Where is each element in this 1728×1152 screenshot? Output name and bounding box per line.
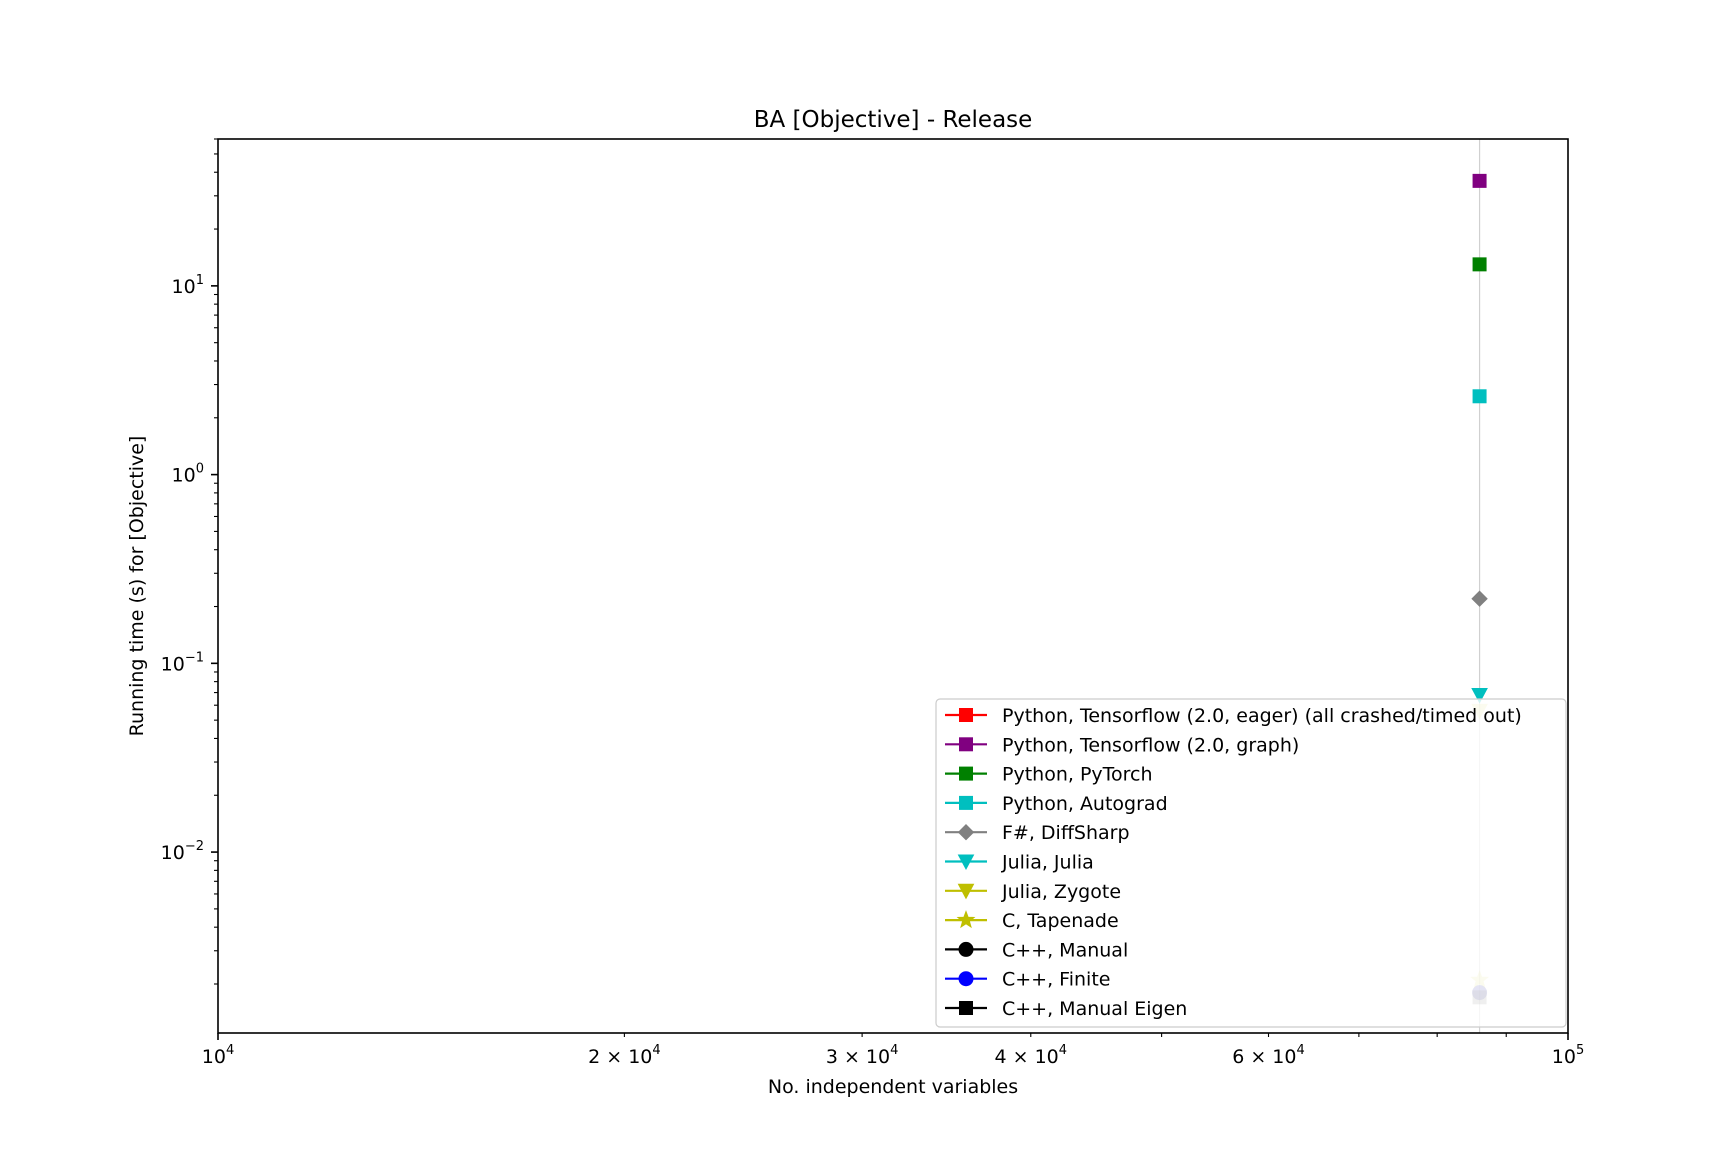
legend: Python, Tensorflow (2.0, eager) (all cra… <box>935 698 1567 1028</box>
legend-label: C++, Manual Eigen <box>1002 998 1187 1020</box>
x-tick-label: 104 <box>202 1043 234 1068</box>
legend-marker <box>959 708 973 722</box>
y-tick-label: 100 <box>172 462 204 487</box>
x-tick-label: 105 <box>1552 1043 1584 1068</box>
legend-marker <box>959 1001 973 1015</box>
legend-label: C, Tapenade <box>1002 910 1119 932</box>
x-axis-label: No. independent variables <box>768 1076 1018 1098</box>
legend-marker <box>958 971 974 987</box>
legend-marker <box>956 910 976 929</box>
data-point-python-pytorch <box>1472 257 1487 272</box>
x-axis-ticks: 104 2 × 104 3 × 104 4 × 104 6 × 104 105 <box>202 1033 1584 1068</box>
y-tick-label: 10−2 <box>161 839 204 864</box>
y-tick-label: 101 <box>172 273 204 298</box>
legend-marker <box>959 737 973 752</box>
legend-label: Julia, Zygote <box>1001 881 1121 903</box>
legend-marker <box>958 941 974 957</box>
x-tick-label: 6 × 104 <box>1232 1043 1305 1068</box>
x-tick-label: 3 × 104 <box>826 1043 899 1068</box>
legend-marker <box>957 883 975 900</box>
plot-area-frame <box>217 138 1569 1034</box>
legend-box <box>935 698 1567 1028</box>
x-tick-label: 4 × 104 <box>995 1043 1068 1068</box>
data-point-julia-julia <box>1471 687 1488 704</box>
y-tick-label: 10−1 <box>161 650 204 675</box>
legend-marker <box>957 854 975 871</box>
chart-title: BA [Objective] - Release <box>754 107 1033 133</box>
legend-label: Python, Tensorflow (2.0, graph) <box>1002 734 1299 756</box>
data-point-f-diffsharp <box>1471 590 1488 607</box>
legend-label: C++, Finite <box>1002 969 1110 991</box>
legend-marker <box>957 823 975 841</box>
x-tick-label: 2 × 104 <box>588 1043 661 1068</box>
y-axis-label: Running time (s) for [Objective] <box>126 436 148 737</box>
y-axis-ticks: 10−2 10−1 100 101 <box>161 138 218 985</box>
legend-label: Julia, Julia <box>1001 852 1094 874</box>
legend-marker <box>959 766 973 781</box>
data-point-python-tensorflow-2-0-graph- <box>1472 173 1487 188</box>
legend-label: Python, Autograd <box>1002 793 1168 815</box>
data-point-python-autograd <box>1472 389 1487 404</box>
legend-label: Python, PyTorch <box>1002 764 1153 786</box>
legend-label: F#, DiffSharp <box>1002 822 1130 844</box>
legend-label: Python, Tensorflow (2.0, eager) (all cra… <box>1002 705 1522 727</box>
legend-label: C++, Manual <box>1002 939 1128 961</box>
legend-marker <box>959 795 973 810</box>
